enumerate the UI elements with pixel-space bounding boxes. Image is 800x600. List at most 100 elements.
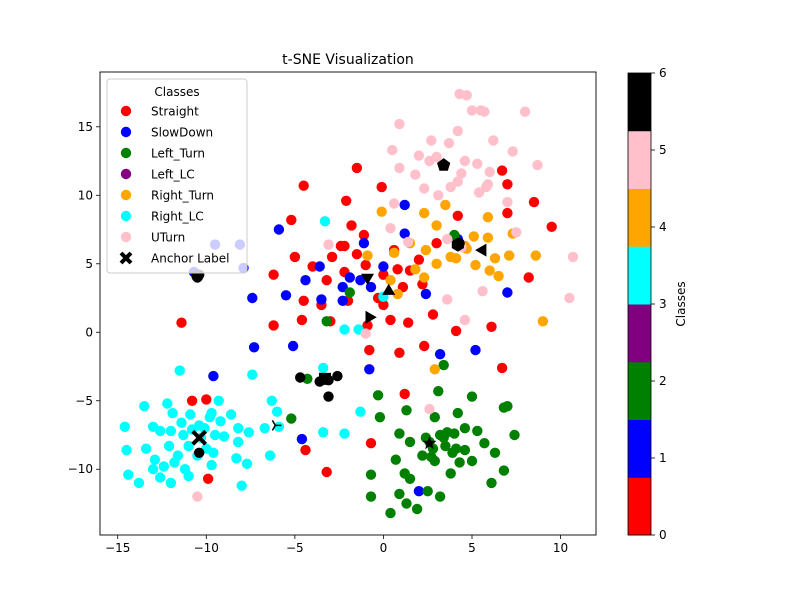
- legend-marker: [120, 126, 132, 138]
- point-straight-35: [450, 325, 462, 337]
- colorbar-tick-label: 4: [659, 220, 667, 234]
- point-straight-47: [496, 165, 508, 176]
- point-uturn-42: [360, 328, 371, 339]
- point-right-lc-55: [147, 464, 159, 475]
- point-right-lc-36: [179, 464, 191, 475]
- point-left-turn-27: [385, 507, 396, 519]
- point-right-turn-0: [362, 250, 373, 261]
- point-right-lc-6: [247, 369, 258, 380]
- point-uturn-25: [419, 183, 430, 194]
- point-left-turn-36: [404, 436, 416, 448]
- legend-title: Classes: [154, 85, 199, 99]
- anchor-hexagon-1: [451, 237, 464, 252]
- point-right-lc-33: [174, 365, 185, 376]
- point-right-turn-6: [482, 212, 494, 223]
- point-right-lc-10: [264, 450, 276, 461]
- point-straight-49: [502, 207, 513, 219]
- point-right-lc-12: [243, 427, 254, 438]
- point-class6-5: [323, 391, 334, 402]
- chart-title: t-SNE Visualization: [282, 52, 414, 68]
- legend-entry-straight: Straight: [120, 105, 199, 119]
- point-slowdown-29: [337, 281, 348, 293]
- point-left-turn-37: [390, 454, 401, 465]
- point-straight-54: [341, 195, 352, 206]
- point-right-lc-58: [339, 324, 350, 335]
- point-uturn-44: [424, 403, 435, 415]
- point-straight-18: [431, 238, 442, 249]
- point-right-lc-45: [139, 401, 150, 412]
- point-right-lc-37: [165, 425, 177, 437]
- point-right-lc-49: [121, 444, 132, 456]
- anchor-triangle-up-4: [382, 283, 396, 295]
- point-right-lc-40: [158, 461, 169, 472]
- point-left-turn-40: [454, 457, 465, 468]
- point-right-lc-11: [259, 423, 270, 434]
- point-right-lc-32: [176, 417, 187, 428]
- x-tick-label: 5: [468, 541, 476, 555]
- x-tick-label: −5: [286, 541, 304, 555]
- point-slowdown-26: [470, 344, 481, 356]
- point-right-lc-15: [231, 453, 242, 464]
- legend-marker: [120, 231, 132, 243]
- point-straight-56: [335, 240, 347, 252]
- point-right-lc-3: [318, 427, 329, 438]
- colorbar-ticks: 0 1 2 3 4 5 6: [651, 66, 667, 542]
- point-right-lc-13: [241, 458, 253, 469]
- point-straight-52: [523, 272, 534, 283]
- point-left-turn-18: [479, 438, 490, 449]
- point-uturn-16: [459, 155, 471, 167]
- point-slowdown-0: [273, 224, 285, 235]
- point-class6-2: [295, 372, 306, 383]
- point-uturn-34: [403, 236, 414, 248]
- point-right-turn-5: [431, 220, 442, 231]
- point-uturn-23: [452, 176, 463, 187]
- anchor-tri-right-8: [271, 420, 282, 431]
- point-right-lc-0: [319, 216, 331, 227]
- point-straight-40: [202, 473, 214, 484]
- point-right-turn-13: [489, 253, 501, 264]
- point-right-turn-21: [385, 275, 396, 286]
- legend-label: Right_Turn: [151, 189, 214, 203]
- point-uturn-12: [387, 144, 398, 156]
- colorbar-tick-label: 3: [659, 297, 667, 311]
- point-right-lc-20: [213, 395, 224, 406]
- point-straight-33: [394, 347, 405, 358]
- point-straight-51: [546, 221, 557, 232]
- point-right-lc-18: [225, 409, 237, 420]
- point-uturn-22: [532, 159, 543, 171]
- y-tick-label: 0: [85, 325, 93, 339]
- point-left-turn-28: [394, 488, 405, 500]
- point-straight-43: [399, 388, 410, 400]
- point-uturn-3: [479, 106, 490, 117]
- point-right-lc-14: [236, 480, 247, 491]
- point-left-turn-35: [417, 450, 428, 461]
- x-tick-label: −10: [194, 541, 219, 555]
- point-right-lc-21: [209, 429, 221, 441]
- point-slowdown-7: [300, 275, 311, 286]
- point-left-turn-23: [498, 465, 510, 476]
- point-uturn-11: [507, 146, 518, 157]
- point-slowdown-19: [364, 364, 375, 375]
- point-left-turn-19: [489, 447, 501, 458]
- point-right-lc-30: [183, 440, 194, 452]
- legend-label: Left_Turn: [151, 147, 205, 161]
- legend-label: UTurn: [151, 231, 185, 245]
- legend-label: Anchor Label: [151, 252, 229, 266]
- point-slowdown-18: [296, 433, 308, 445]
- point-uturn-20: [456, 168, 467, 179]
- point-straight-50: [528, 196, 540, 208]
- point-slowdown-17: [287, 340, 299, 352]
- point-class6-7: [194, 447, 205, 458]
- point-right-lc-53: [218, 431, 230, 442]
- point-uturn-17: [472, 158, 483, 169]
- point-right-lc-9: [273, 421, 285, 432]
- point-uturn-40: [564, 292, 575, 304]
- legend-marker: [120, 147, 132, 159]
- anchor-x-7: [191, 429, 208, 446]
- x-tick-label: 10: [553, 541, 568, 555]
- point-left-turn-29: [401, 498, 412, 509]
- colorbar-tick-label: 0: [659, 528, 667, 542]
- colorbar-tick-label: 5: [659, 143, 667, 157]
- point-right-turn-26: [392, 288, 403, 300]
- legend-entry-anchor-label: Anchor Label: [119, 252, 229, 266]
